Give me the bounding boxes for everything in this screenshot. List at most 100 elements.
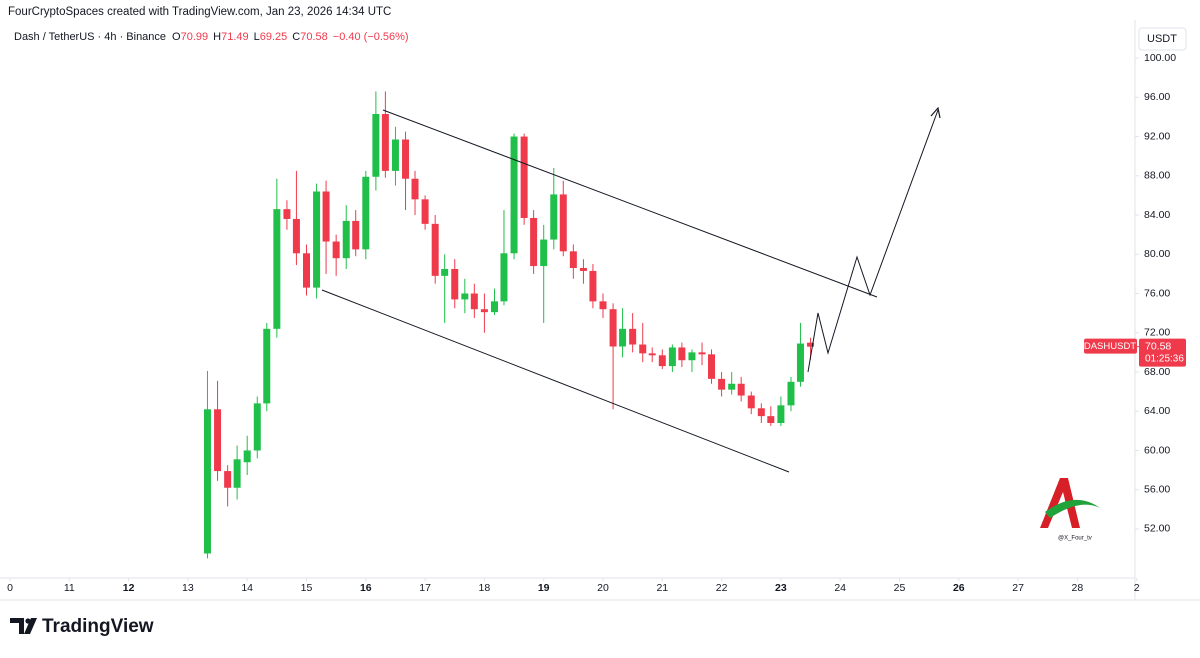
y-tick-label: 68.00: [1144, 366, 1170, 378]
candle-body: [767, 416, 775, 424]
candle-body: [579, 268, 587, 271]
candle-body: [500, 253, 508, 302]
x-tick-label: 14: [241, 582, 253, 594]
watermark-text: @X_Four_tv: [1058, 536, 1092, 542]
x-tick-label: 22: [716, 582, 728, 594]
candle-body: [737, 383, 745, 396]
candle-body: [757, 408, 765, 417]
candle-body: [688, 352, 696, 361]
y-tick-label: 80.00: [1144, 248, 1170, 260]
y-tick-label: 84.00: [1144, 209, 1170, 221]
candle-body: [540, 239, 548, 267]
projection-arrowhead: [930, 106, 941, 119]
candle-body: [253, 403, 261, 451]
candle-body: [402, 139, 410, 179]
channel-upper: [382, 109, 878, 298]
x-tick-label: 19: [538, 582, 550, 594]
legend-label: O: [172, 31, 181, 43]
candle-body: [391, 139, 399, 171]
x-tick-label: 21: [656, 582, 668, 594]
legend-label: C: [292, 31, 300, 43]
currency-label[interactable]: USDT: [1147, 33, 1177, 45]
y-tick-label: 56.00: [1144, 483, 1170, 495]
candle-body: [431, 223, 439, 276]
x-tick-label: 24: [834, 582, 846, 594]
candle-body: [372, 113, 380, 177]
candle-body: [807, 342, 815, 347]
y-tick-label: 64.00: [1144, 405, 1170, 417]
logo-v: [24, 618, 37, 634]
candle-body: [510, 136, 518, 254]
legend-value: 70.58: [300, 31, 328, 43]
x-tick-label: 16: [360, 582, 372, 594]
candle-body: [678, 347, 686, 361]
brand-logo: TradingView: [10, 616, 154, 637]
projection-path: [807, 109, 939, 373]
candle-body: [708, 354, 716, 379]
price-tag-countdown: 01:25:36: [1145, 353, 1184, 364]
candle-body: [313, 191, 321, 288]
candle-body: [461, 293, 469, 300]
candle-body: [648, 353, 656, 356]
legend-label: H: [213, 31, 221, 43]
x-tick-label: 15: [301, 582, 313, 594]
x-tick-label: 12: [123, 582, 135, 594]
candle-body: [224, 471, 232, 488]
y-tick-label: 52.00: [1144, 523, 1170, 535]
price-tag-box: [1139, 338, 1186, 367]
x-tick-label: 25: [894, 582, 906, 594]
candle-body: [668, 347, 676, 367]
candle-body: [728, 383, 736, 390]
candle-body: [787, 381, 795, 406]
candle-body: [203, 409, 211, 554]
legend-change: −0.40 (−0.56%): [333, 31, 409, 43]
candle-body: [352, 220, 360, 250]
legend-value: 70.99: [181, 31, 209, 43]
x-tick-label: 2: [1134, 582, 1140, 594]
y-tick-label: 72.00: [1144, 327, 1170, 339]
price-tag-value: 70.58: [1145, 340, 1171, 352]
candle-body: [490, 301, 498, 313]
x-tick-label: 13: [182, 582, 194, 594]
logo-swoosh: [1045, 499, 1100, 518]
currency-button[interactable]: [1138, 27, 1187, 51]
candle-body: [322, 191, 330, 242]
candle-body: [520, 136, 528, 218]
candle-body: [530, 217, 538, 267]
candle-body: [718, 378, 726, 390]
candle-body: [470, 293, 478, 310]
candle-body: [619, 328, 627, 347]
candles: [203, 91, 815, 559]
candle-body: [451, 268, 459, 300]
candle-body: [214, 409, 222, 472]
candle-body: [292, 218, 300, 254]
legend-value: 71.49: [221, 31, 249, 43]
candle-body: [777, 405, 785, 424]
brand-text: TradingView: [42, 616, 154, 637]
legend: Dash / TetherUS · 4h · Binance O 70.99 H 71…: [14, 31, 409, 43]
symbol-tag: [1084, 338, 1137, 354]
candle-body: [589, 270, 597, 302]
candle-body: [342, 220, 350, 259]
candle-body: [796, 343, 804, 382]
axes: 52.00 56.00 60.00 64.00 68.00 72.00 76.00 80.00…: [7, 52, 1176, 594]
x-tick-label: 27: [1012, 582, 1024, 594]
legend-label: L: [254, 31, 260, 43]
candle-body: [639, 344, 647, 354]
x-tick-label: 0: [7, 582, 13, 594]
y-tick-label: 100.00: [1144, 52, 1176, 64]
candle-body: [441, 268, 449, 276]
y-tick-label: 92.00: [1144, 130, 1170, 142]
candle-body: [263, 328, 271, 404]
candle-body: [609, 309, 617, 347]
candle-body: [658, 355, 666, 367]
x-tick-label: 18: [479, 582, 491, 594]
x-tick-label: 28: [1072, 582, 1084, 594]
candle-body: [480, 309, 488, 313]
y-tick-label: 88.00: [1144, 170, 1170, 182]
x-tick-label: 17: [419, 582, 431, 594]
